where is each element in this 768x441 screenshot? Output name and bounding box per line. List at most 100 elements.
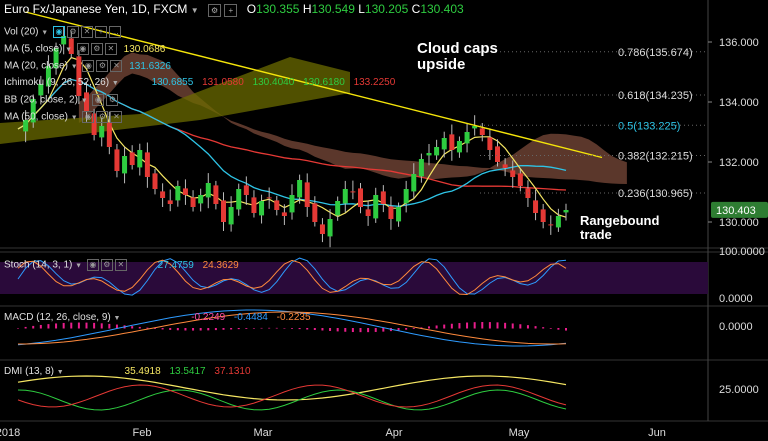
- dmi-minus-value: 37.1310: [214, 366, 251, 377]
- macd-histogram-bar: [115, 324, 118, 329]
- eye-icon[interactable]: ◉: [82, 111, 95, 123]
- candle-body: [182, 188, 188, 195]
- dropdown-icon[interactable]: ▼: [190, 6, 199, 15]
- eye-icon[interactable]: ◉: [76, 43, 89, 55]
- macd-histogram-bar: [450, 323, 453, 329]
- plus-icon[interactable]: +: [224, 4, 238, 17]
- candle-body: [464, 132, 470, 144]
- candle-body: [517, 173, 523, 186]
- macd-histogram-bar: [367, 328, 370, 333]
- legend-ma50[interactable]: MA (50, close) ▼ ◉ ⚙ ✕: [4, 111, 123, 123]
- candle-body: [548, 224, 554, 226]
- macd-histogram-bar: [374, 328, 377, 332]
- settings-icon[interactable]: ⚙: [208, 4, 222, 17]
- candle-body: [350, 191, 356, 193]
- candle-body: [236, 189, 242, 210]
- close-icon[interactable]: ✕: [104, 43, 117, 55]
- ichimoku-value-5: 133.2250: [353, 77, 396, 88]
- ichimoku-value-2: 131.0580: [202, 77, 244, 88]
- candle-body: [342, 189, 348, 204]
- annotation-rangebound: Rangebound trade: [580, 213, 660, 242]
- candle-body: [91, 113, 97, 135]
- macd-histogram-bar: [534, 326, 537, 329]
- close-icon[interactable]: ✕: [114, 259, 127, 271]
- candle-body: [274, 200, 280, 210]
- settings-icon[interactable]: ⚙: [66, 26, 79, 38]
- settings-icon[interactable]: ⚙: [96, 111, 109, 123]
- macd-histogram-bar: [344, 328, 347, 332]
- symbol-title[interactable]: Euro Fx/Japanese Yen, 1D, FXCM: [4, 2, 188, 16]
- settings-icon[interactable]: ⚙: [106, 94, 119, 106]
- y-tick-label: 130.000: [719, 217, 759, 229]
- macd-hist-value: -0.2249: [191, 312, 226, 323]
- macd-histogram-bar: [321, 328, 324, 331]
- eye-icon[interactable]: ◉: [82, 60, 95, 72]
- macd-histogram-bar: [313, 328, 316, 330]
- fib-label: 0.618(134.235): [618, 90, 693, 102]
- candle-body: [84, 92, 89, 111]
- settings-icon[interactable]: ⚙: [90, 43, 103, 55]
- macd-histogram-bar: [351, 328, 354, 333]
- close-icon[interactable]: ✕: [110, 111, 123, 123]
- close-icon[interactable]: ✕: [80, 26, 93, 38]
- macd-histogram-bar: [382, 328, 385, 332]
- legend-bb[interactable]: BB (20, close, 2) ▼ ◉ ⚙: [4, 94, 119, 106]
- macd-histogram-bar: [504, 322, 507, 329]
- candle-body: [251, 197, 257, 213]
- macd-histogram-bar: [24, 326, 27, 329]
- legend-macd[interactable]: MACD (12, 26, close, 9) ▼ -0.2249 -0.448…: [4, 312, 311, 323]
- macd-histogram-bar: [85, 322, 88, 329]
- candle-body: [68, 38, 74, 54]
- symbol-header[interactable]: Euro Fx/Japanese Yen, 1D, FXCM ▼ ⚙ + O13…: [4, 2, 464, 17]
- macd-histogram-bar: [176, 328, 179, 331]
- settings-icon[interactable]: ⚙: [100, 259, 113, 271]
- macd-histogram-bar: [192, 328, 195, 331]
- pane-tick-label: 25.0000: [719, 384, 759, 396]
- candle-body: [30, 99, 36, 123]
- eye-icon[interactable]: ◉: [92, 94, 105, 106]
- more-icon[interactable]: …: [108, 26, 121, 38]
- candle-body: [358, 188, 363, 207]
- candle-body: [99, 126, 105, 138]
- legend-vol[interactable]: Vol (20) ▼ ◉ ⚙ ✕ +…: [4, 26, 121, 38]
- last-price-tag: [711, 201, 768, 218]
- candle-body: [106, 122, 112, 147]
- x-tick-label: Jun: [648, 427, 666, 439]
- legend-dmi[interactable]: DMI (13, 8) ▼ 35.4918 13.5417 37.1310: [4, 366, 251, 377]
- eye-icon[interactable]: ◉: [52, 26, 65, 38]
- dmi-adx-value: 35.4918: [124, 366, 161, 377]
- legend-ma20[interactable]: MA (20, close) ▼ ◉ ⚙ ✕ 131.6326: [4, 60, 171, 72]
- x-tick-label: Apr: [385, 427, 402, 439]
- macd-histogram-bar: [131, 326, 134, 329]
- legend-ichimoku[interactable]: Ichimoku (9, 26, 52, 26) ▼ 130.6855 131.…: [4, 77, 396, 88]
- candle-body: [114, 149, 120, 171]
- candle-body: [129, 152, 135, 165]
- candle-body: [563, 210, 569, 213]
- candle-body: [555, 216, 561, 228]
- candle-body: [312, 203, 318, 222]
- close-icon[interactable]: ✕: [110, 60, 123, 72]
- ohlc-readout: O130.355 H130.549 L130.205 C130.403: [246, 2, 464, 16]
- candle-body: [403, 189, 409, 204]
- ichimoku-value-4: 130.6180: [303, 77, 345, 88]
- candle-body: [449, 134, 455, 150]
- macd-histogram-bar: [565, 328, 567, 331]
- eye-icon[interactable]: ◉: [86, 259, 99, 271]
- macd-histogram-bar: [39, 324, 42, 329]
- macd-histogram-bar: [207, 328, 210, 331]
- macd-histogram-bar: [184, 328, 187, 331]
- plus-icon[interactable]: +: [94, 26, 107, 38]
- x-tick-label: 2018: [0, 427, 20, 439]
- macd-histogram-bar: [100, 323, 103, 329]
- x-tick-label: Feb: [133, 427, 152, 439]
- legend-stoch[interactable]: Stoch (14, 3, 1) ▼ ◉ ⚙ ✕ 27.4759 24.3629: [4, 259, 239, 271]
- macd-histogram-bar: [169, 328, 172, 330]
- dmi-plus-value: 13.5417: [169, 366, 206, 377]
- macd-histogram-bar: [458, 323, 461, 329]
- x-tick-label: Mar: [254, 427, 273, 439]
- candle-body: [243, 185, 249, 195]
- legend-ma5[interactable]: MA (5, close) ▼ ◉ ⚙ ✕ 130.0686: [4, 43, 166, 55]
- candle-body: [510, 170, 516, 177]
- settings-icon[interactable]: ⚙: [96, 60, 109, 72]
